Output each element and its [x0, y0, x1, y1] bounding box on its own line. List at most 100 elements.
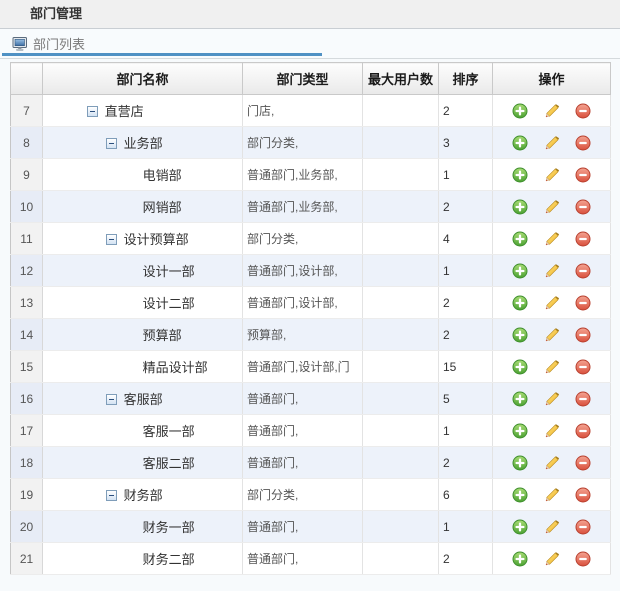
max-users [362, 222, 439, 255]
table-header-row: 部门名称 部门类型 最大用户数 排序 操作 [10, 62, 611, 95]
department-type: 普通部门,业务部, [242, 190, 363, 223]
collapse-toggle-icon[interactable] [106, 394, 117, 405]
edit-icon[interactable] [544, 423, 560, 439]
collapse-toggle-icon[interactable] [106, 138, 117, 149]
table-row: 17 客服一部 普通部门, 1 [10, 414, 611, 447]
operations-cell [492, 158, 611, 191]
add-icon[interactable] [512, 423, 528, 439]
add-icon[interactable] [512, 359, 528, 375]
row-number: 13 [10, 286, 43, 319]
add-icon[interactable] [512, 295, 528, 311]
collapse-toggle-icon[interactable] [106, 234, 117, 245]
max-users [362, 542, 439, 575]
active-tab-underline [2, 53, 322, 56]
edit-icon[interactable] [544, 231, 560, 247]
delete-icon[interactable] [575, 327, 591, 343]
add-icon[interactable] [512, 199, 528, 215]
delete-icon[interactable] [575, 199, 591, 215]
edit-icon[interactable] [544, 199, 560, 215]
delete-icon[interactable] [575, 519, 591, 535]
add-icon[interactable] [512, 391, 528, 407]
table-row: 15 精品设计部 普通部门,设计部,门 15 [10, 350, 611, 383]
table-row: 19 财务部 部门分类, 6 [10, 478, 611, 511]
delete-icon[interactable] [575, 135, 591, 151]
edit-icon[interactable] [544, 295, 560, 311]
department-type: 预算部, [242, 318, 363, 351]
collapse-toggle-icon[interactable] [106, 490, 117, 501]
sort-order: 1 [438, 510, 493, 543]
window-title-bar: 部门管理 [0, 0, 620, 29]
row-number: 17 [10, 414, 43, 447]
max-users [362, 286, 439, 319]
row-number: 18 [10, 446, 43, 479]
table-row: 14 预算部 预算部, 2 [10, 318, 611, 351]
sort-order: 1 [438, 254, 493, 287]
edit-icon[interactable] [544, 487, 560, 503]
column-header-max-users: 最大用户数 [362, 62, 439, 95]
max-users [362, 318, 439, 351]
add-icon[interactable] [512, 231, 528, 247]
max-users [362, 94, 439, 127]
edit-icon[interactable] [544, 455, 560, 471]
edit-icon[interactable] [544, 167, 560, 183]
department-type: 部门分类, [242, 222, 363, 255]
delete-icon[interactable] [575, 487, 591, 503]
department-name: 设计二部 [142, 296, 195, 311]
operations-cell [492, 542, 611, 575]
operations-cell [492, 350, 611, 383]
edit-icon[interactable] [544, 327, 560, 343]
tab-department-list[interactable]: 部门列表 [0, 29, 85, 58]
edit-icon[interactable] [544, 551, 560, 567]
delete-icon[interactable] [575, 231, 591, 247]
department-table: 部门名称 部门类型 最大用户数 排序 操作 7 直营店 门店, 2 [10, 62, 611, 575]
add-icon[interactable] [512, 455, 528, 471]
department-type: 门店, [242, 94, 363, 127]
department-name: 电销部 [142, 168, 182, 183]
department-name: 财务部 [123, 488, 163, 503]
department-name: 设计一部 [142, 264, 195, 279]
edit-icon[interactable] [544, 359, 560, 375]
row-number: 7 [10, 94, 43, 127]
collapse-toggle-icon[interactable] [87, 106, 98, 117]
operations-cell [492, 446, 611, 479]
department-name-cell: 网销部 [42, 190, 243, 223]
add-icon[interactable] [512, 519, 528, 535]
column-header-operations: 操作 [492, 62, 611, 95]
edit-icon[interactable] [544, 103, 560, 119]
department-type: 普通部门, [242, 414, 363, 447]
table-row: 13 设计二部 普通部门,设计部, 2 [10, 286, 611, 319]
sort-order: 2 [438, 446, 493, 479]
row-number: 9 [10, 158, 43, 191]
delete-icon[interactable] [575, 103, 591, 119]
operations-cell [492, 126, 611, 159]
max-users [362, 414, 439, 447]
department-name: 网销部 [142, 200, 182, 215]
table-row: 10 网销部 普通部门,业务部, 2 [10, 190, 611, 223]
add-icon[interactable] [512, 263, 528, 279]
delete-icon[interactable] [575, 455, 591, 471]
delete-icon[interactable] [575, 263, 591, 279]
delete-icon[interactable] [575, 423, 591, 439]
edit-icon[interactable] [544, 391, 560, 407]
delete-icon[interactable] [575, 295, 591, 311]
add-icon[interactable] [512, 551, 528, 567]
delete-icon[interactable] [575, 551, 591, 567]
add-icon[interactable] [512, 135, 528, 151]
sort-order: 3 [438, 126, 493, 159]
add-icon[interactable] [512, 167, 528, 183]
add-icon[interactable] [512, 327, 528, 343]
delete-icon[interactable] [575, 359, 591, 375]
operations-cell [492, 254, 611, 287]
sort-order: 15 [438, 350, 493, 383]
operations-cell [492, 478, 611, 511]
add-icon[interactable] [512, 103, 528, 119]
edit-icon[interactable] [544, 519, 560, 535]
edit-icon[interactable] [544, 135, 560, 151]
edit-icon[interactable] [544, 263, 560, 279]
max-users [362, 190, 439, 223]
department-type: 普通部门,设计部, [242, 254, 363, 287]
department-name-cell: 财务二部 [42, 542, 243, 575]
delete-icon[interactable] [575, 391, 591, 407]
add-icon[interactable] [512, 487, 528, 503]
delete-icon[interactable] [575, 167, 591, 183]
